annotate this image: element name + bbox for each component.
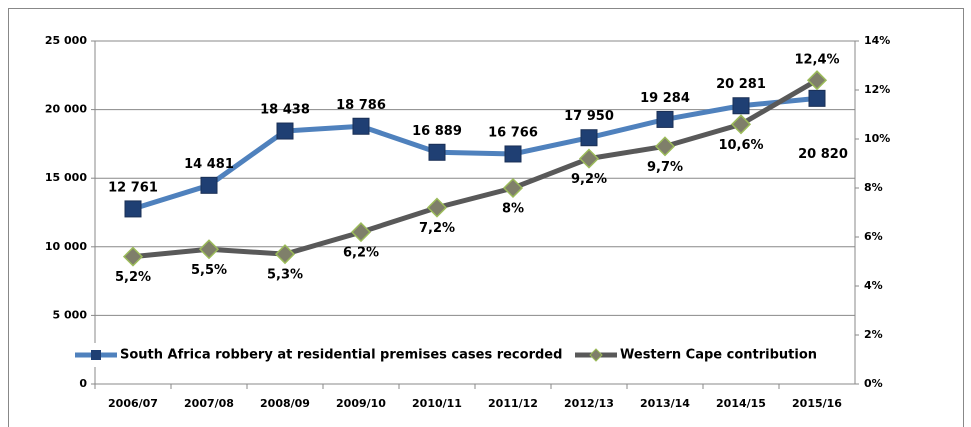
data-label: 12,4% <box>794 53 839 68</box>
x-tick-label: 2009/10 <box>336 397 386 410</box>
x-tick-label: 2014/15 <box>716 397 766 410</box>
y2-tick-label: 6% <box>864 230 883 243</box>
data-label: 16 766 <box>488 125 538 140</box>
marker <box>730 114 752 135</box>
chart-border <box>8 8 964 427</box>
data-label: 6,2% <box>343 246 379 261</box>
data-label: 5,2% <box>115 270 151 285</box>
marker <box>276 122 294 140</box>
data-label: 14 481 <box>184 157 234 172</box>
marker <box>732 97 750 115</box>
x-tick-label: 2010/11 <box>412 397 462 410</box>
y2-tick-label: 14% <box>864 34 890 47</box>
marker <box>274 244 296 265</box>
x-tick-label: 2015/16 <box>792 397 842 410</box>
legend-label: Western Cape contribution <box>620 348 817 363</box>
data-label: 12 761 <box>108 180 158 195</box>
y2-tick-label: 12% <box>864 83 890 96</box>
y2-tick-label: 0% <box>864 377 883 390</box>
y-tick-label: 5 000 <box>53 308 88 321</box>
y-tick-label: 0 <box>79 377 87 390</box>
legend-label: South Africa robbery at residential prem… <box>120 348 562 363</box>
data-label: 5,3% <box>267 268 303 283</box>
marker <box>200 176 218 194</box>
data-label: 19 284 <box>640 91 690 106</box>
x-tick-label: 2013/14 <box>640 397 690 410</box>
marker <box>580 129 598 147</box>
x-tick-label: 2012/13 <box>564 397 614 410</box>
data-label: 16 889 <box>412 124 462 139</box>
x-tick-label: 2011/12 <box>488 397 538 410</box>
data-label: 18 438 <box>260 103 310 118</box>
marker <box>656 110 674 128</box>
data-label: 7,2% <box>419 221 455 236</box>
y2-tick-label: 10% <box>864 132 890 145</box>
y-tick-label: 15 000 <box>45 171 87 184</box>
data-label: 5,5% <box>191 263 227 278</box>
data-label: 8% <box>502 202 524 217</box>
marker <box>122 246 144 267</box>
marker <box>124 200 142 218</box>
series-line <box>132 78 819 260</box>
x-tick-label: 2006/07 <box>108 397 158 410</box>
marker <box>502 177 524 199</box>
marker <box>654 136 676 157</box>
legend-box <box>70 343 840 367</box>
legend-marker <box>91 350 101 360</box>
y2-tick-label: 8% <box>864 181 883 194</box>
y-tick-label: 10 000 <box>45 240 87 253</box>
data-label: 20 281 <box>716 77 766 92</box>
y-tick-label: 20 000 <box>45 103 87 116</box>
y2-tick-label: 4% <box>864 279 883 292</box>
marker <box>198 239 220 260</box>
marker <box>350 222 372 243</box>
data-label: 10,6% <box>718 138 763 153</box>
data-label: 17 950 <box>564 109 614 124</box>
marker <box>352 117 370 135</box>
data-label: 9,2% <box>571 172 607 187</box>
series-line <box>132 95 818 212</box>
marker <box>426 197 448 218</box>
marker <box>808 89 826 107</box>
marker <box>578 148 600 169</box>
marker <box>428 143 446 161</box>
data-label: 9,7% <box>647 160 683 175</box>
x-tick-label: 2008/09 <box>260 397 310 410</box>
x-tick-label: 2007/08 <box>184 397 234 410</box>
marker <box>504 145 522 163</box>
data-label: 18 786 <box>336 98 386 113</box>
data-label: 20 820 <box>798 147 848 162</box>
y-tick-label: 25 000 <box>45 34 87 47</box>
y2-tick-label: 2% <box>864 328 883 341</box>
marker <box>806 70 828 91</box>
legend-marker <box>589 348 603 362</box>
